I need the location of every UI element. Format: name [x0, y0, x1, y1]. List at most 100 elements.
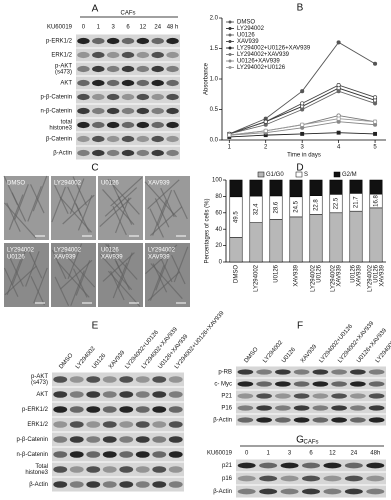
x-tick-label: 1: [228, 145, 232, 151]
image-label: LY294002: [7, 248, 35, 254]
band: [152, 481, 167, 488]
blot-strip: [52, 387, 184, 402]
band: [86, 391, 101, 398]
lane-label: DMSO: [244, 346, 260, 364]
cell-texture: [117, 195, 133, 225]
cell-texture: [30, 276, 46, 306]
bar-segment: [229, 237, 243, 263]
image-label: U0126: [101, 181, 119, 187]
band: [121, 107, 135, 115]
cell-texture: [72, 176, 88, 206]
x-tick-label: LY294002: [368, 264, 374, 292]
cell-texture: [157, 252, 173, 283]
marker: [300, 107, 305, 112]
band: [136, 107, 150, 115]
y-tick-label: 1.5: [210, 46, 219, 52]
band: [77, 79, 90, 87]
cell-texture: [62, 251, 96, 288]
band: [152, 391, 167, 398]
band: [275, 405, 291, 411]
cell-texture: [152, 200, 167, 236]
bar-segment: [329, 212, 343, 263]
group-label: CAFs: [304, 440, 319, 446]
band: [77, 135, 90, 143]
cell-texture: [8, 194, 24, 230]
band: [256, 381, 272, 387]
bar-segment: [349, 179, 363, 194]
band: [168, 376, 183, 383]
y-tick-label: 1.0: [210, 77, 219, 83]
value-label: 22.5: [334, 197, 340, 209]
row-label: p-RB: [218, 370, 232, 376]
band: [237, 417, 254, 423]
band: [366, 488, 385, 495]
lane-label: U0126: [281, 346, 297, 364]
band: [106, 107, 120, 115]
image-label: U0126: [101, 248, 119, 254]
y-tick-label: 100: [212, 178, 223, 184]
row-label: p-ERK1/2: [22, 407, 49, 413]
bar-segment: [249, 222, 263, 263]
treatment-label: KU60019: [47, 25, 73, 31]
band: [77, 149, 90, 157]
band: [119, 451, 134, 458]
cell-texture: [147, 271, 181, 302]
lane-label: 0: [245, 451, 249, 457]
band: [152, 421, 167, 428]
band: [344, 462, 363, 469]
x-tick-label: DMSO: [234, 265, 240, 283]
band: [168, 421, 183, 428]
band: [106, 121, 120, 129]
cell-texture: [4, 265, 37, 296]
band: [151, 107, 164, 115]
band: [77, 107, 90, 115]
cell-texture: [107, 270, 141, 307]
legend-label: LY294002+U0126: [237, 65, 286, 71]
band: [151, 65, 164, 73]
value-label: 22.8: [314, 199, 320, 211]
band: [152, 406, 167, 413]
bar-segment: [249, 179, 263, 197]
band: [366, 475, 385, 482]
band: [368, 381, 385, 387]
band: [168, 406, 183, 413]
band: [350, 417, 366, 423]
band: [102, 481, 117, 488]
image-label: XAV939: [54, 255, 76, 261]
band: [53, 376, 68, 383]
band: [121, 65, 135, 73]
x-tick-label: U0126: [317, 264, 323, 282]
cell-texture: [149, 208, 164, 238]
bar-segment: [309, 179, 323, 196]
band: [77, 121, 90, 129]
band: [331, 393, 347, 399]
cell-texture: [173, 246, 189, 283]
x-tick-label: U0126: [374, 264, 380, 282]
cell-texture: [27, 249, 43, 279]
band: [121, 149, 135, 157]
cell-texture: [157, 189, 173, 226]
band: [121, 37, 135, 45]
row-label: β-Actin: [53, 151, 72, 157]
row-label: histone3: [25, 470, 48, 476]
band: [135, 436, 150, 443]
lane-label: DMSO: [58, 352, 74, 370]
band: [256, 417, 272, 423]
band: [275, 381, 291, 387]
band: [102, 391, 117, 398]
band: [69, 406, 84, 413]
band: [102, 376, 117, 383]
row-label: p-β-Catenin: [41, 95, 72, 101]
marker: [336, 130, 341, 135]
band: [119, 406, 134, 413]
band: [166, 149, 179, 157]
band: [237, 405, 254, 411]
band: [280, 475, 299, 482]
band: [86, 421, 101, 428]
panel-label: F: [297, 321, 303, 332]
cell-texture: [9, 257, 24, 287]
cell-texture: [51, 186, 66, 223]
band: [121, 51, 135, 59]
legend-marker: [228, 33, 232, 37]
band: [151, 79, 164, 87]
